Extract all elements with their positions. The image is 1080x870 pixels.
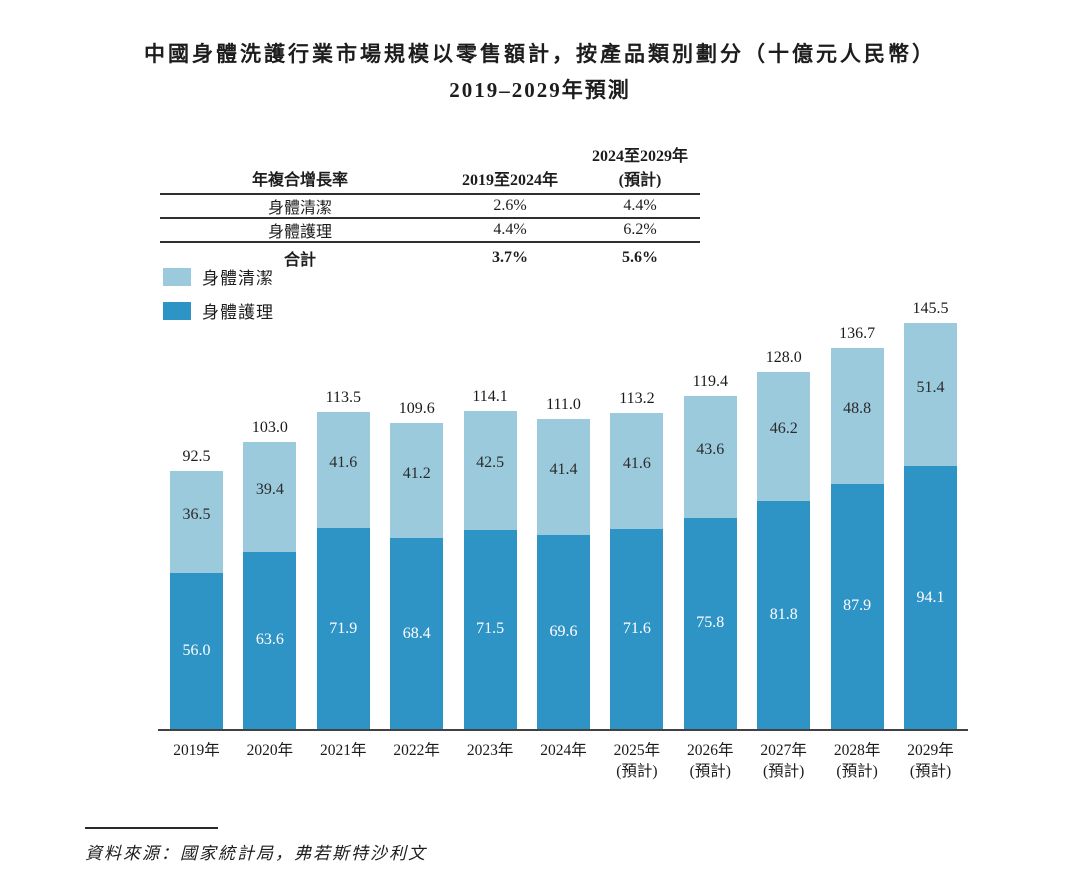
bar-total-label: 113.2 [619,390,655,408]
cagr-table-header-row: 年複合增長率 2019至2024年 2024至2029年 (預計) [160,142,700,195]
bar-segment-body-care: 81.8 [757,500,811,729]
cagr-row-total: 合計 3.7% 5.6% [160,243,700,273]
bar-total-label: 145.5 [912,300,949,318]
x-axis-line [158,729,968,731]
x-tick-year: 2020年 [246,742,294,759]
chart-legend: 身體清潔 身體護理 [163,264,274,332]
bar-segment-body-care: 94.1 [904,466,957,729]
cagr-total-value2: 5.6% [622,249,658,266]
bar-segment-body-clean: 41.6 [316,412,370,529]
bar-total-label: 119.4 [692,372,728,390]
bar-segment-body-clean: 48.8 [830,347,884,484]
x-tick-year: 2028年 [833,742,881,759]
bar-total-label: 128.0 [765,348,802,366]
cagr-table: 年複合增長率 2019至2024年 2024至2029年 (預計) 身體清潔 2… [160,142,700,273]
cagr-header-period1: 2019至2024年 [461,172,558,189]
x-tick-year: 2022年 [393,742,440,759]
bar-segment-body-care: 68.4 [390,538,444,729]
x-tick-year: 2023年 [466,742,514,759]
cagr-row-label: 身體護理 [267,224,332,241]
source-divider-rule [85,827,218,829]
x-axis-tick-label: 2023年 [440,740,540,761]
bar-segment-body-clean: 42.5 [463,410,517,530]
x-tick-year: 2024年 [540,742,587,759]
bar-total-label: 111.0 [546,396,581,414]
x-axis-tick-label: 2029年 (預計) [881,740,981,782]
x-axis-tick-label: 2024年 [514,740,614,761]
legend-item-clean: 身體清潔 [163,264,274,289]
chart-title-line2: 2019–2029年預測 [449,78,631,102]
bar-segment-body-care: 63.6 [243,551,297,729]
bar-segment-body-clean: 36.5 [170,470,223,573]
x-axis-tick-label: 2019年 [147,740,247,761]
bar-segment-body-clean: 43.6 [683,395,737,518]
bar-segment-body-clean: 51.4 [904,323,957,467]
x-tick-year: 2021年 [320,742,367,759]
x-tick-forecast-note: (預計) [763,763,805,780]
x-tick-forecast-note: (預計) [689,763,731,780]
x-axis-tick-label: 2025年 (預計) [587,740,687,782]
cagr-row-value1: 2.6% [493,197,527,214]
bar-segment-body-care: 71.6 [610,529,664,729]
x-tick-forecast-note: (預計) [909,763,952,780]
cagr-header-period2: 2024至2029年 (預計) [580,142,700,190]
cagr-total-value1: 3.7% [492,249,528,266]
cagr-header-period2-line1: 2024至2029年 [591,148,688,165]
x-tick-forecast-note: (預計) [616,763,658,780]
legend-label-clean: 身體清潔 [202,269,274,288]
chart-title-line1: 中國身體洗護行業市場規模以零售額計，按產品類別劃分（十億元人民幣） [144,42,936,66]
bar-segment-body-clean: 41.6 [610,413,664,530]
bar-total-label: 109.6 [398,400,435,418]
x-axis-tick-label: 2021年 [293,740,393,761]
bar-total-label: 92.5 [182,447,211,465]
bar-total-label: 114.1 [472,387,508,405]
bar-total-label: 113.5 [325,389,361,407]
x-tick-forecast-note: (預計) [836,763,878,780]
bar-total-label: 136.7 [839,324,876,342]
bar-segment-body-clean: 41.2 [390,423,444,539]
bar-segment-body-clean: 39.4 [243,441,297,552]
bar-segment-body-clean: 41.4 [537,419,590,535]
cagr-header-period2-line2: (預計) [618,172,662,189]
x-tick-year: 2019年 [173,742,220,759]
cagr-row-body-care: 身體護理 4.4% 6.2% [160,219,700,243]
x-tick-year: 2025年 [613,742,661,759]
x-tick-year: 2027年 [760,742,807,759]
source-text: 資料來源：國家統計局，弗若斯特沙利文 [85,844,427,863]
x-axis-tick-label: 2028年 (預計) [807,740,907,782]
x-tick-year: 2026年 [687,742,734,759]
legend-swatch-care [163,301,191,320]
bar-segment-body-clean: 46.2 [757,371,811,501]
x-axis-tick-label: 2022年 [367,740,467,761]
cagr-row-label: 身體清潔 [267,200,332,217]
bar-segment-body-care: 71.5 [463,529,517,729]
x-axis-tick-label: 2020年 [220,740,320,761]
x-axis-tick-label: 2026年 (預計) [660,740,760,782]
cagr-row-value1: 4.4% [493,221,527,238]
bar-segment-body-care: 69.6 [537,534,590,729]
bar-segment-body-care: 87.9 [830,483,884,729]
bar-segment-body-care: 71.9 [316,528,370,729]
x-tick-year: 2029年 [907,742,954,759]
bar-segment-body-care: 56.0 [170,572,223,729]
cagr-row-body-clean: 身體清潔 2.6% 4.4% [160,195,700,219]
legend-item-care: 身體護理 [163,298,274,323]
cagr-header-metric: 年複合增長率 [251,172,348,189]
x-axis-tick-label: 2027年 (預計) [734,740,834,782]
legend-label-care: 身體護理 [202,303,274,322]
bar-segment-body-care: 75.8 [683,517,737,729]
cagr-total-label: 合計 [283,252,316,269]
cagr-row-value2: 6.2% [623,221,657,238]
bar-total-label: 103.0 [251,418,288,436]
legend-swatch-clean [163,267,191,286]
cagr-row-value2: 4.4% [623,197,657,214]
